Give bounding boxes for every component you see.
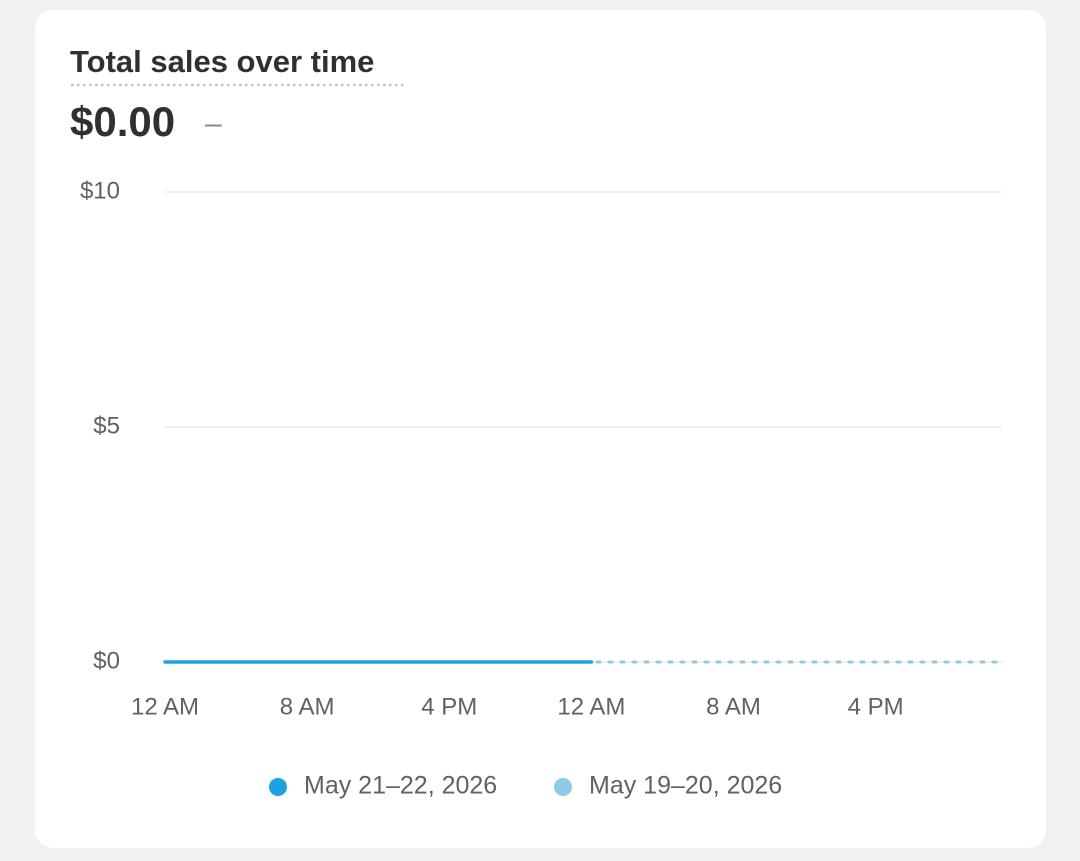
y-tick-label: $0 [93,647,120,674]
legend-swatch [269,778,287,796]
change-indicator: – [205,107,222,140]
x-tick-label: 8 AM [706,693,761,720]
y-tick-label: $10 [80,177,120,204]
x-tick-label: 4 PM [848,693,904,720]
x-tick-label: 12 AM [131,693,199,720]
legend-label: May 19–20, 2026 [589,772,782,800]
x-tick-label: 12 AM [557,693,625,720]
legend-label: May 21–22, 2026 [304,772,497,800]
x-tick-label: 4 PM [421,693,477,720]
legend-swatch [554,778,572,796]
card [35,10,1046,848]
y-tick-label: $5 [93,412,120,439]
chart-title[interactable]: Total sales over time [70,44,374,79]
total-value: $0.00 [70,98,175,145]
x-tick-label: 8 AM [280,693,335,720]
